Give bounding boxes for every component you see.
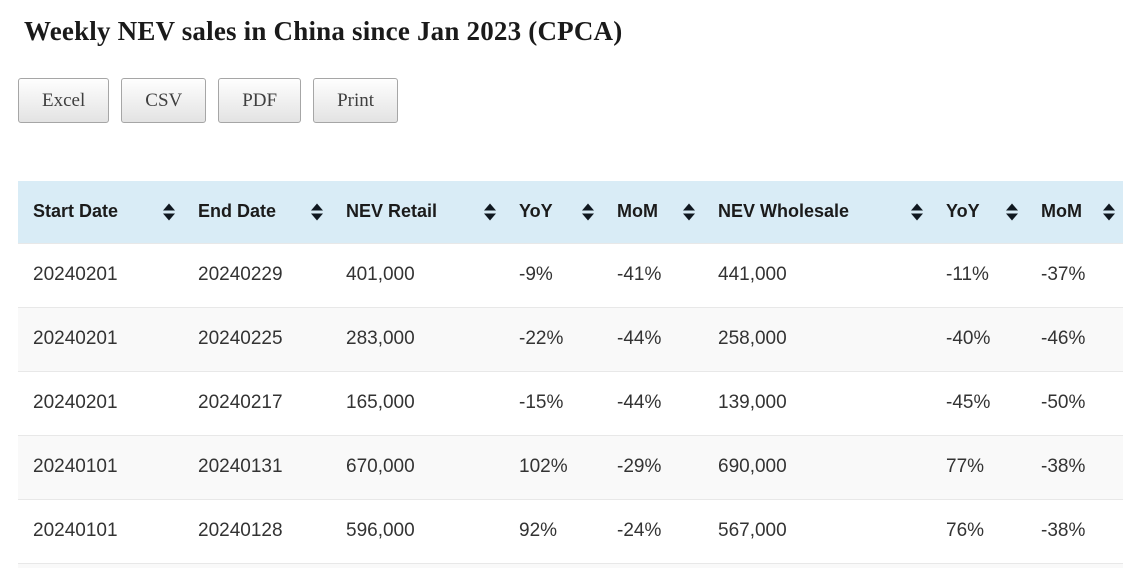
column-header-label: YoY (946, 201, 980, 222)
table-cell: 258,000 (718, 328, 787, 349)
table-cell (18, 563, 183, 568)
table-cell: 139,000 (718, 392, 787, 413)
table-row: 20240201 20240217 165,000 -15% -44% 139,000 -4… (18, 371, 1123, 435)
column-header-end-date-1[interactable]: End Date (183, 181, 331, 243)
table-cell: -29% (617, 456, 662, 477)
table-cell: 20240101 (33, 520, 118, 541)
table-body: 20240201 20240229 401,000 -9% -41% 441,000 -11… (18, 243, 1123, 568)
table-cell: 20240217 (198, 392, 283, 413)
sort-icon (1006, 203, 1018, 221)
table-cell: -22% (519, 328, 564, 349)
export-pdf-button[interactable]: PDF (218, 78, 302, 123)
table-cell: -44% (617, 328, 662, 349)
table-cell: 20240225 (198, 328, 283, 349)
table-cell: 20240101 (33, 456, 118, 477)
table-cell (504, 563, 602, 568)
table-cell: -44% (617, 392, 662, 413)
table-cell: 670,000 (346, 456, 415, 477)
table-cell: 77% (946, 456, 985, 477)
table-cell (1026, 563, 1123, 568)
table-cell: -38% (1041, 456, 1086, 477)
table-cell: 401,000 (346, 264, 415, 285)
column-header-yoy-6[interactable]: YoY (931, 181, 1026, 243)
column-header-label: YoY (519, 201, 553, 222)
column-header-label: MoM (1041, 201, 1082, 222)
table-cell (703, 563, 931, 568)
table-cell: 567,000 (718, 520, 787, 541)
table-cell: 165,000 (346, 392, 415, 413)
export-print-button[interactable]: Print (313, 78, 399, 123)
table-cell (183, 563, 331, 568)
table-cell (331, 563, 504, 568)
table-row: 20240201 20240225 283,000 -22% -44% 258,000 -4… (18, 307, 1123, 371)
table-cell: -15% (519, 392, 564, 413)
sort-icon (1103, 203, 1115, 221)
table-cell: 690,000 (718, 456, 787, 477)
column-header-nev-retail-2[interactable]: NEV Retail (331, 181, 504, 243)
column-header-label: MoM (617, 201, 658, 222)
table-cell: 283,000 (346, 328, 415, 349)
table-cell: -24% (617, 520, 662, 541)
sort-icon (484, 203, 496, 221)
table-cell: -41% (617, 264, 662, 285)
column-header-label: Start Date (33, 201, 119, 222)
table-cell: 441,000 (718, 264, 787, 285)
sort-icon (311, 203, 323, 221)
table-cell: 20240128 (198, 520, 283, 541)
table-cell: -9% (519, 264, 553, 285)
column-header-mom-7[interactable]: MoM (1026, 181, 1123, 243)
table-header-row: Start Date End Date NEV Retail YoY MoM NEV Wh… (18, 181, 1123, 243)
table-cell: -37% (1041, 264, 1086, 285)
sort-icon (582, 203, 594, 221)
table-cell (602, 563, 703, 568)
table-cell: 20240201 (33, 264, 118, 285)
export-csv-button[interactable]: CSV (121, 78, 207, 123)
table-cell: 102% (519, 456, 568, 477)
table-cell: 20240131 (198, 456, 283, 477)
table-cell: 20240229 (198, 264, 283, 285)
table-cell: -11% (946, 264, 989, 285)
column-header-nev-wholesale-5[interactable]: NEV Wholesale (703, 181, 931, 243)
nev-sales-table: Start Date End Date NEV Retail YoY MoM NEV Wh… (18, 181, 1123, 568)
table-row: 20240101 20240131 670,000 102% -29% 690,000 77… (18, 435, 1123, 499)
table-cell: 76% (946, 520, 985, 541)
table-cell: -50% (1041, 392, 1086, 413)
page-title: Weekly NEV sales in China since Jan 2023… (24, 16, 623, 46)
sort-icon (683, 203, 695, 221)
column-header-label: NEV Wholesale (718, 201, 850, 222)
table-cell: -45% (946, 392, 991, 413)
table-cell: 92% (519, 520, 558, 541)
table-row: 20240201 20240229 401,000 -9% -41% 441,000 -11… (18, 243, 1123, 307)
sort-icon (163, 203, 175, 221)
column-header-label: NEV Retail (346, 201, 438, 222)
table-cell (931, 563, 1026, 568)
export-toolbar: Excel CSV PDF Print (18, 78, 1145, 123)
sort-icon (911, 203, 923, 221)
column-header-start-date-0[interactable]: Start Date (18, 181, 183, 243)
table-cell: -38% (1041, 520, 1086, 541)
table-cell: 596,000 (346, 520, 415, 541)
column-header-yoy-3[interactable]: YoY (504, 181, 602, 243)
table-cell: -46% (1041, 328, 1086, 349)
table-cell: 20240201 (33, 392, 118, 413)
column-header-label: End Date (198, 201, 277, 222)
export-excel-button[interactable]: Excel (18, 78, 110, 123)
table-row: 20240101 20240128 596,000 92% -24% 567,000 76%… (18, 499, 1123, 563)
table-cell: 20240201 (33, 328, 118, 349)
table-cell: -40% (946, 328, 991, 349)
table-row-partial (18, 563, 1123, 568)
column-header-mom-4[interactable]: MoM (602, 181, 703, 243)
